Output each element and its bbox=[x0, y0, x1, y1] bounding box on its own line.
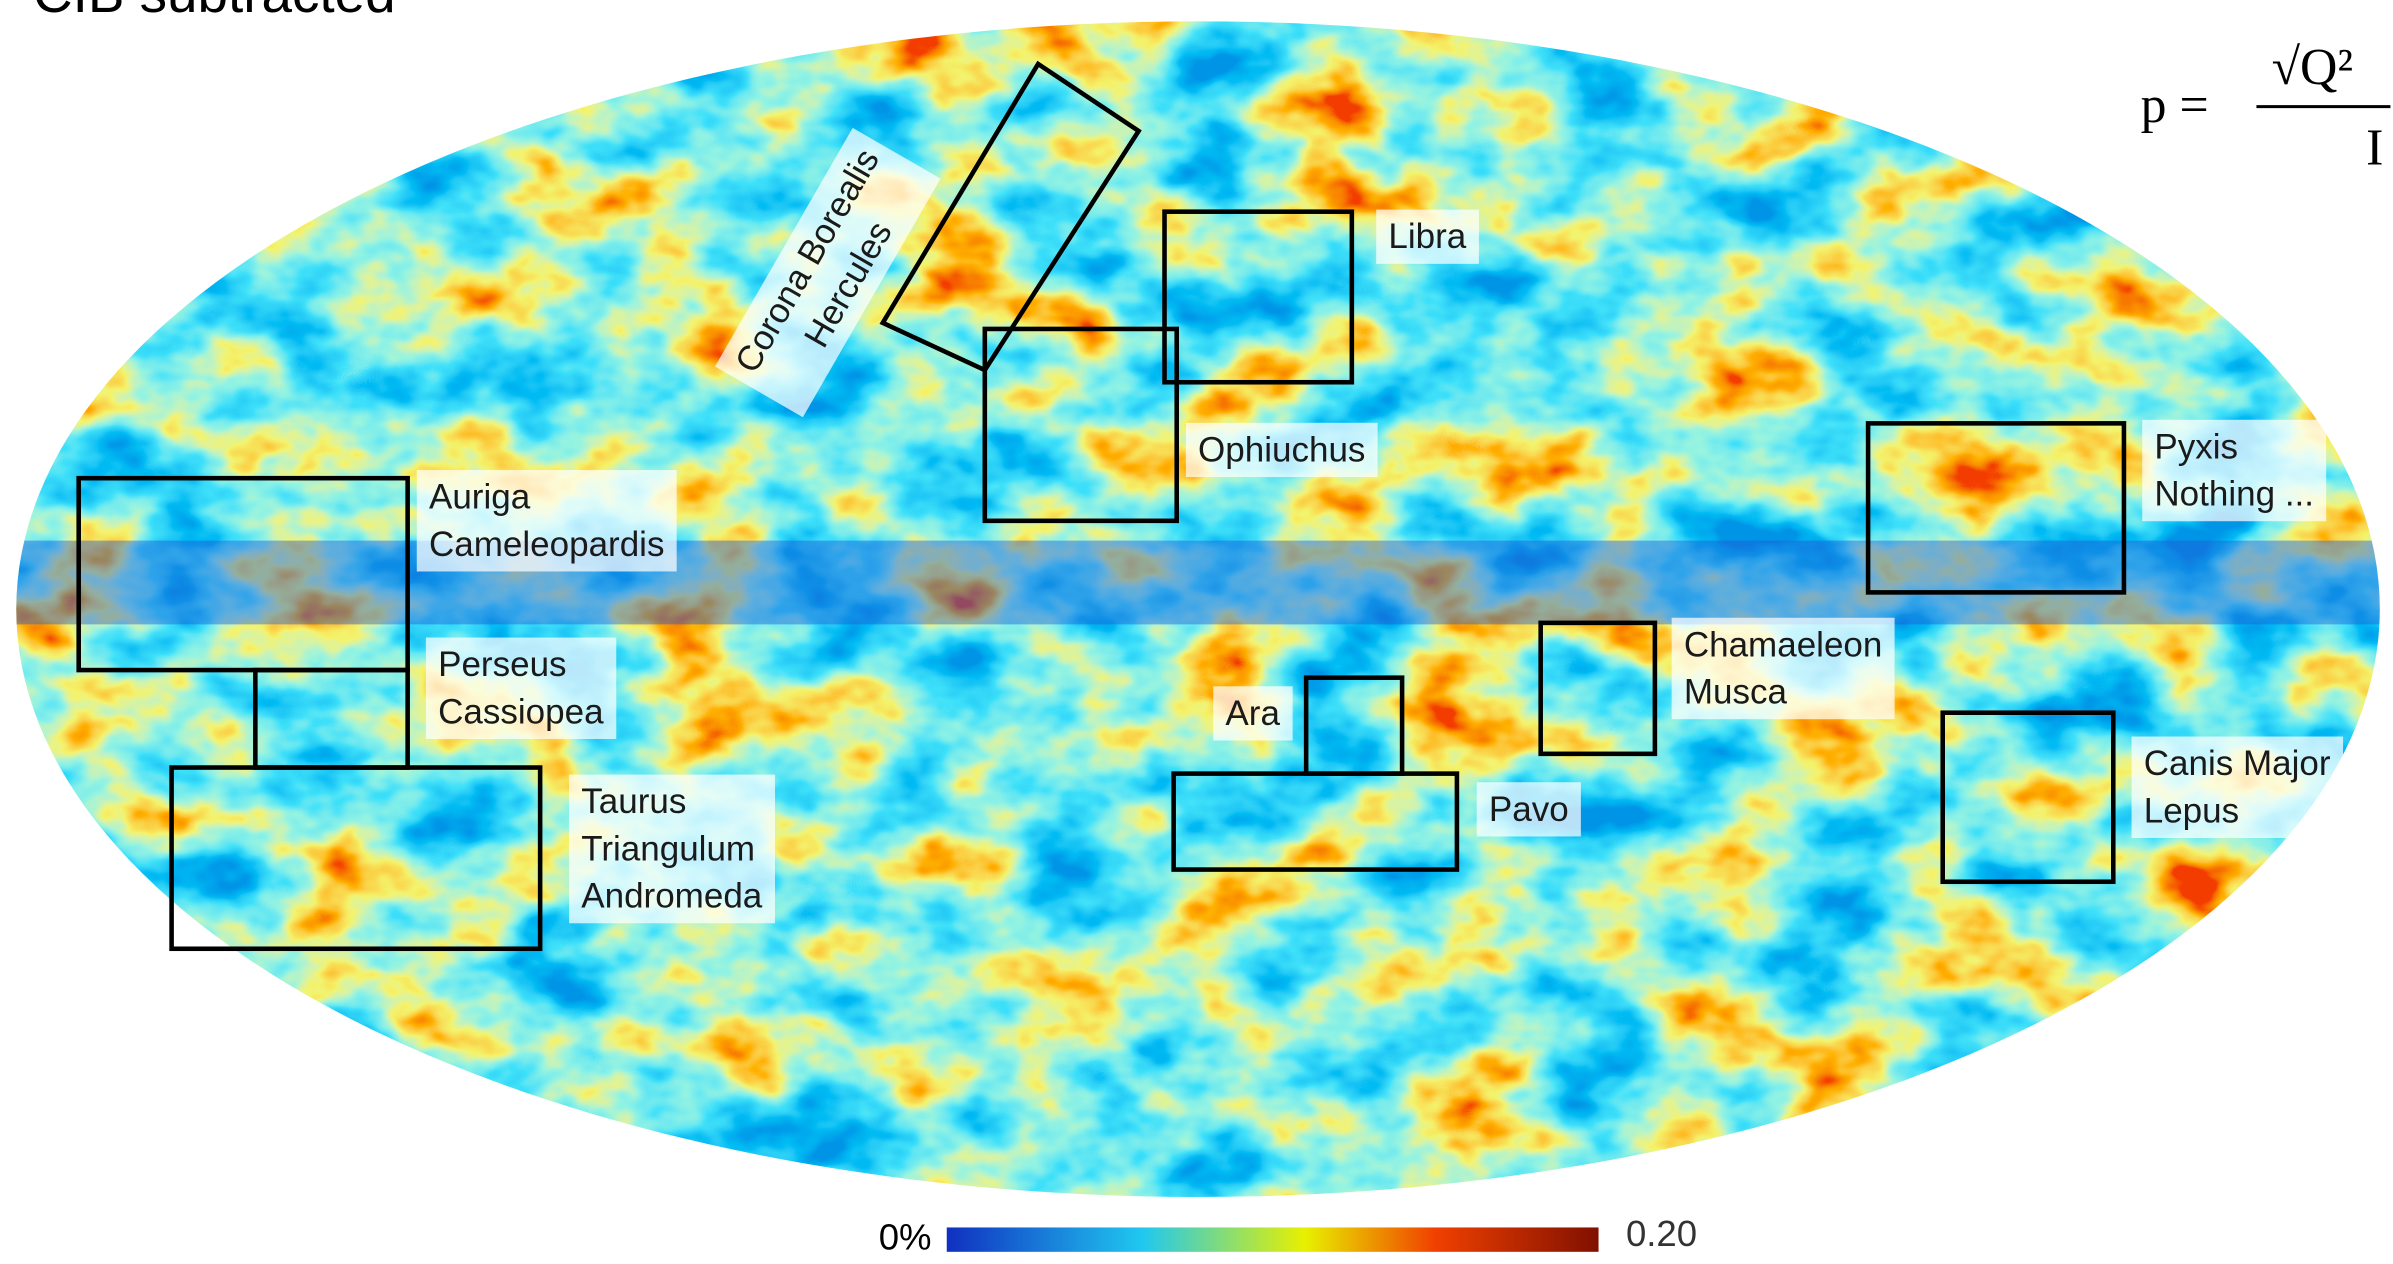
label-line: Perseus bbox=[438, 645, 566, 684]
label-line: Lepus bbox=[2144, 791, 2239, 830]
sky-texture bbox=[3, 0, 2391, 1264]
label-line: Pyxis bbox=[2154, 427, 2238, 466]
sky-map-figure: CIB subtracted p = √Q² I Corona Borealis… bbox=[0, 0, 2393, 1264]
label-text: Ophiuchus bbox=[1198, 430, 1365, 469]
label-line: Andromeda bbox=[581, 877, 763, 916]
label-text: Pavo bbox=[1489, 790, 1569, 829]
region-label: Ophiuchus bbox=[1186, 423, 1378, 477]
page: CIB subtracted p = √Q² I Corona Borealis… bbox=[0, 0, 2393, 1264]
region-label: Chamaeleon Musca bbox=[1672, 618, 1895, 719]
colorbar-min: 0% bbox=[879, 1216, 932, 1257]
label-line: Chamaeleon bbox=[1684, 625, 1883, 664]
label-line: Auriga bbox=[429, 478, 531, 517]
galactic-plane bbox=[3, 541, 2391, 625]
formula-lhs: p = bbox=[2141, 77, 2209, 134]
colorbar-gradient bbox=[947, 1227, 1599, 1251]
colorbar-max: 0.20 bbox=[1626, 1213, 1697, 1254]
label-line: Ophiuchus bbox=[1198, 430, 1365, 469]
formula-denominator: I bbox=[2366, 119, 2383, 176]
region-label: Pavo bbox=[1477, 782, 1581, 836]
sky-map bbox=[3, 0, 2391, 1264]
region-label: Libra bbox=[1376, 210, 1479, 264]
label-text: Ara bbox=[1225, 694, 1280, 733]
label-line: Pavo bbox=[1489, 790, 1569, 829]
label-line: Canis Major bbox=[2144, 744, 2331, 783]
region-label: Perseus Cassiopea bbox=[426, 638, 616, 739]
formula-numerator: √Q² bbox=[2272, 39, 2353, 96]
title: CIB subtracted bbox=[33, 0, 396, 24]
label-line: Triangulum bbox=[581, 829, 755, 868]
region-label: Canis Major Lepus bbox=[2132, 737, 2344, 838]
label-text: Libra bbox=[1388, 217, 1466, 256]
label-line: Cassiopea bbox=[438, 692, 604, 731]
colorbar: 0% 0.20 bbox=[879, 1213, 1697, 1257]
label-line: Taurus bbox=[581, 782, 686, 821]
formula: p = √Q² I bbox=[2141, 39, 2391, 177]
region-label: Taurus Triangulum Andromeda bbox=[569, 775, 775, 924]
label-line: Musca bbox=[1684, 673, 1788, 712]
label-line: Nothing ... bbox=[2154, 475, 2314, 514]
region-label: Ara bbox=[1213, 686, 1292, 740]
label-line: Cameleopardis bbox=[429, 525, 665, 564]
label-line: Libra bbox=[1388, 217, 1466, 256]
region-label: Auriga Cameleopardis bbox=[417, 470, 677, 571]
label-line: Ara bbox=[1225, 694, 1280, 733]
region-label: Pyxis Nothing ... bbox=[2142, 420, 2326, 521]
